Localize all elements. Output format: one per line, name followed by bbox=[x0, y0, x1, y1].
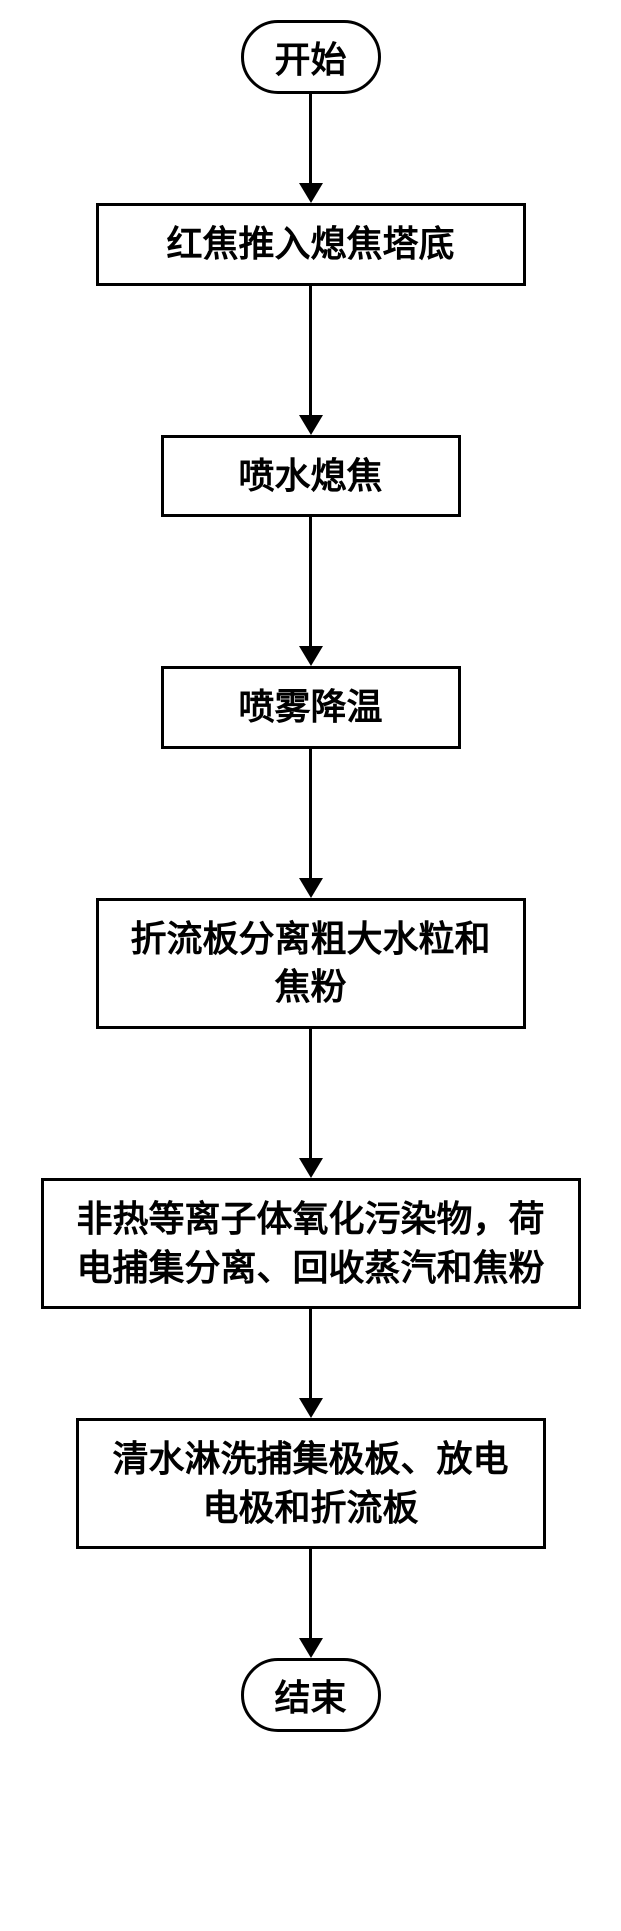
arrow-s6 bbox=[299, 1549, 323, 1658]
arrow-s4 bbox=[299, 1029, 323, 1178]
arrow-s5 bbox=[299, 1309, 323, 1418]
flowchart-step-s5: 非热等离子体氧化污染物，荷电捕集分离、回收蒸汽和焦粉 bbox=[41, 1178, 581, 1309]
flowchart-step-s3: 喷雾降温 bbox=[161, 666, 461, 749]
flowchart-step-end: 结束 bbox=[241, 1658, 381, 1732]
flowchart-step-s1: 红焦推入熄焦塔底 bbox=[96, 203, 526, 286]
flowchart-step-start: 开始 bbox=[241, 20, 381, 94]
flowchart-step-s6: 清水淋洗捕集极板、放电电极和折流板 bbox=[76, 1418, 546, 1549]
arrow-s3 bbox=[299, 749, 323, 898]
arrow-s2 bbox=[299, 517, 323, 666]
flowchart-step-s4: 折流板分离粗大水粒和焦粉 bbox=[96, 898, 526, 1029]
flowchart-container: 开始红焦推入熄焦塔底喷水熄焦喷雾降温折流板分离粗大水粒和焦粉非热等离子体氧化污染… bbox=[20, 20, 601, 1732]
flowchart-step-s2: 喷水熄焦 bbox=[161, 435, 461, 518]
arrow-s1 bbox=[299, 286, 323, 435]
arrow-start bbox=[299, 94, 323, 203]
